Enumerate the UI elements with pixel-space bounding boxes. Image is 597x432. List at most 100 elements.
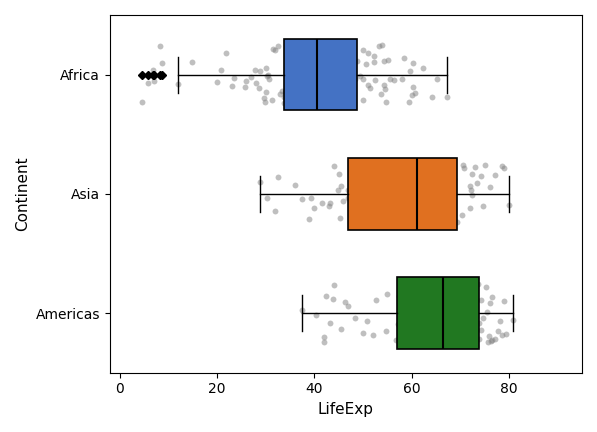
Point (221, 49, 231, 56)
Point (286, 50, 296, 57)
Point (290, 57, 300, 64)
Point (328, 295, 338, 302)
Point (240, 84, 250, 91)
Point (448, 212, 458, 219)
Point (484, 338, 493, 345)
Point (497, 162, 507, 169)
Point (369, 52, 378, 59)
Point (318, 200, 327, 206)
Point (337, 58, 346, 65)
Point (270, 47, 280, 54)
Point (458, 325, 468, 332)
Point (261, 64, 270, 71)
Point (395, 220, 404, 227)
Point (273, 174, 282, 181)
Point (343, 303, 353, 310)
Point (427, 209, 437, 216)
Point (349, 214, 358, 221)
Point (325, 200, 334, 206)
Point (411, 170, 421, 177)
Point (294, 69, 303, 76)
Point (284, 48, 294, 55)
Point (368, 332, 378, 339)
Point (431, 287, 441, 294)
Point (408, 83, 417, 90)
Point (397, 76, 407, 83)
Point (422, 302, 432, 309)
Point (411, 90, 420, 97)
Point (421, 305, 431, 312)
PathPatch shape (398, 277, 479, 349)
Point (372, 296, 381, 303)
Point (417, 172, 426, 178)
Point (395, 293, 404, 300)
Point (187, 59, 196, 66)
Point (423, 308, 433, 314)
Point (227, 83, 237, 89)
Point (279, 93, 288, 100)
Point (500, 297, 509, 304)
Point (384, 56, 393, 63)
Point (323, 47, 333, 54)
Point (435, 288, 445, 295)
Point (338, 198, 348, 205)
Point (462, 285, 472, 292)
Point (346, 45, 355, 52)
Point (401, 324, 411, 330)
Point (303, 63, 312, 70)
Point (408, 59, 417, 66)
Point (334, 86, 343, 92)
Point (346, 83, 355, 89)
Point (173, 81, 183, 88)
Point (329, 69, 338, 76)
Point (465, 182, 475, 189)
Point (393, 321, 403, 328)
Point (431, 331, 441, 338)
Point (363, 81, 373, 88)
Point (386, 76, 395, 83)
Point (148, 67, 158, 73)
Point (468, 294, 478, 301)
Y-axis label: Continent: Continent (15, 156, 30, 231)
Point (301, 78, 311, 85)
Point (315, 80, 324, 87)
Point (493, 327, 503, 334)
Point (285, 79, 294, 86)
Point (481, 284, 491, 291)
Point (446, 203, 456, 210)
Point (405, 184, 414, 191)
Point (450, 176, 459, 183)
Point (324, 203, 334, 210)
Point (442, 187, 452, 194)
Point (476, 327, 485, 334)
Point (263, 73, 272, 80)
Point (275, 91, 285, 98)
Point (350, 315, 360, 322)
Point (436, 323, 446, 330)
Point (439, 190, 448, 197)
Point (319, 339, 329, 346)
Point (432, 205, 442, 212)
Point (316, 69, 326, 76)
Point (466, 204, 475, 211)
Point (383, 291, 392, 298)
Point (428, 315, 438, 322)
Point (433, 311, 443, 318)
Point (482, 309, 492, 316)
Point (439, 303, 449, 310)
Point (263, 71, 272, 78)
Point (467, 192, 477, 199)
Point (296, 42, 306, 49)
Point (260, 99, 270, 106)
Point (287, 98, 296, 105)
Point (369, 59, 378, 66)
Point (408, 311, 417, 318)
Point (327, 99, 337, 106)
Point (440, 202, 450, 209)
Point (336, 182, 346, 189)
Point (312, 67, 322, 74)
Point (338, 48, 348, 55)
Point (399, 337, 408, 343)
Point (350, 75, 360, 82)
Point (302, 98, 312, 105)
